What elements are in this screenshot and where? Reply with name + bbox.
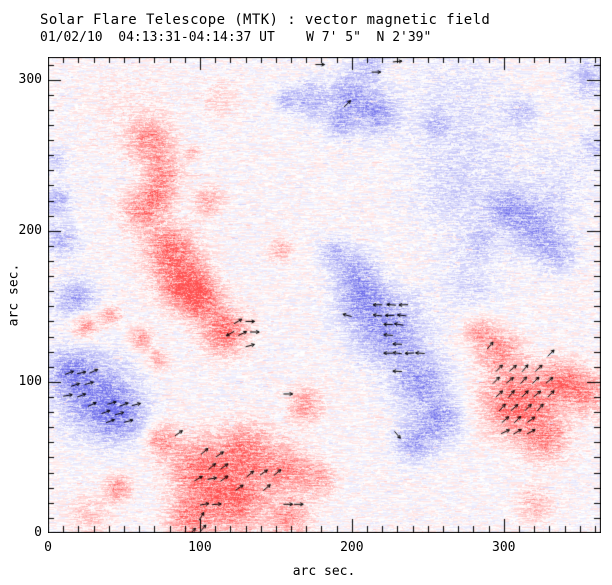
x-tick-label: 200 (340, 540, 364, 555)
x-tick-label: 100 (188, 540, 212, 555)
y-tick-label: 200 (18, 222, 42, 238)
x-tick-label: 0 (44, 540, 52, 555)
y-axis-label: arc sec. (6, 263, 22, 327)
magnetogram-plot-canvas (48, 57, 601, 533)
y-tick-label: 100 (18, 373, 42, 389)
y-tick-label: 300 (18, 71, 42, 87)
x-tick-label: 300 (492, 540, 516, 555)
x-axis-label: arc sec. (292, 564, 356, 579)
chart-subtitle: 01/02/10 04:13:31-04:14:37 UT W 7' 5" N … (40, 30, 432, 45)
chart-title: Solar Flare Telescope (MTK) : vector mag… (40, 12, 491, 28)
y-tick-label: 0 (34, 525, 42, 540)
